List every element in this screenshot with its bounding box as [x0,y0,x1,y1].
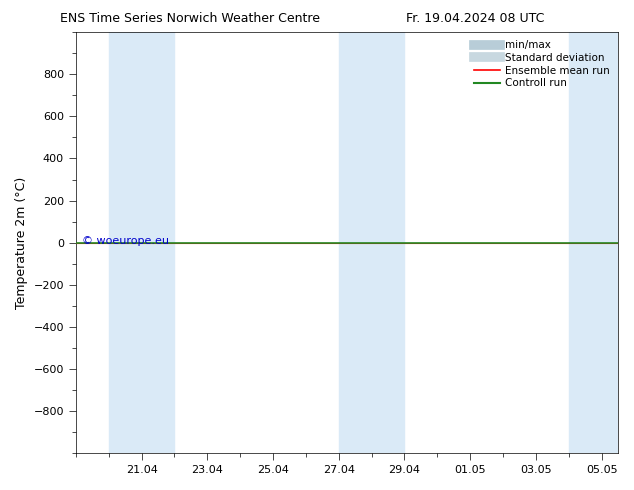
Y-axis label: Temperature 2m (°C): Temperature 2m (°C) [15,176,28,309]
Text: © woeurope.eu: © woeurope.eu [82,236,169,246]
Text: ENS Time Series Norwich Weather Centre: ENS Time Series Norwich Weather Centre [60,12,320,25]
Bar [339,32,404,453]
Legend: min/max, Standard deviation, Ensemble mean run, Controll run: min/max, Standard deviation, Ensemble me… [470,37,613,92]
Bar [569,32,634,453]
Text: Fr. 19.04.2024 08 UTC: Fr. 19.04.2024 08 UTC [406,12,545,25]
Bar [108,32,174,453]
